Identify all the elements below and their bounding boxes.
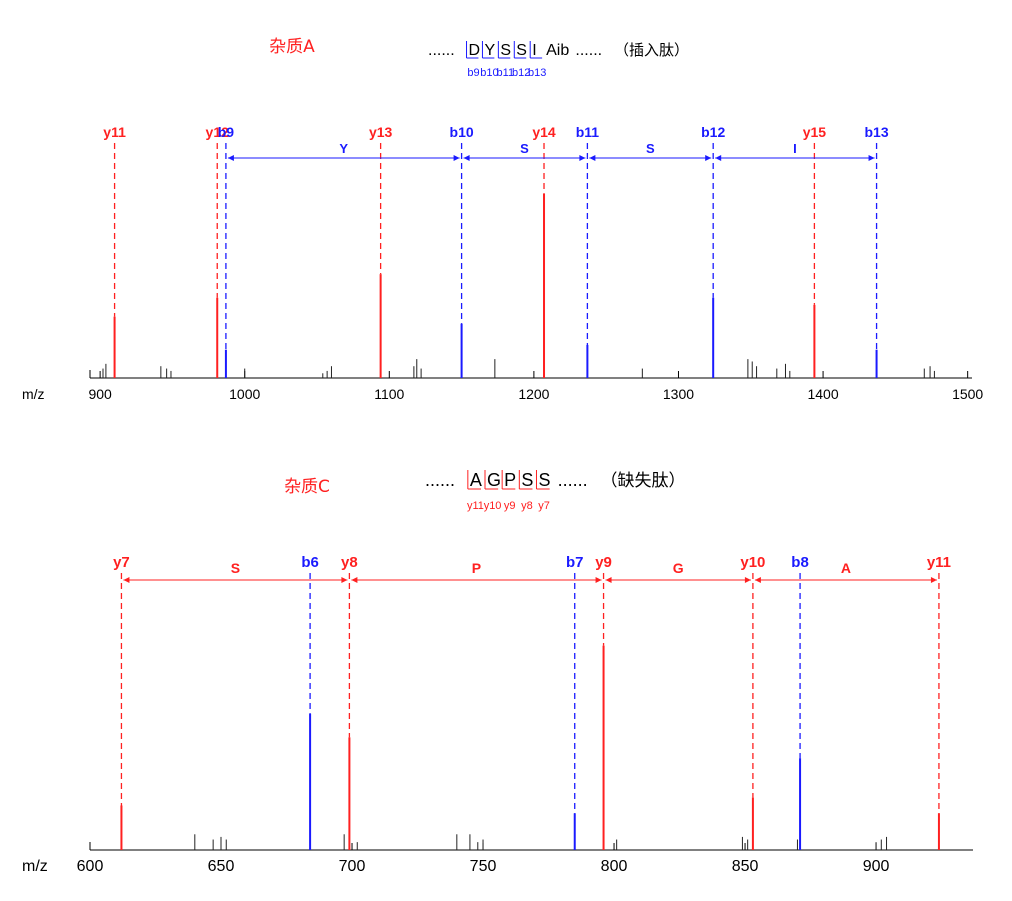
- gap-residue-label: Y: [339, 141, 348, 156]
- b-ion-label: b9: [218, 124, 235, 140]
- x-tick-label: 750: [470, 858, 497, 875]
- gap-arrowhead-right: [579, 155, 586, 161]
- gap-residue-label: G: [673, 560, 684, 576]
- cleavage-label: b11: [497, 67, 515, 79]
- gap-arrowhead-left: [715, 155, 722, 161]
- b-ion-label: b10: [450, 124, 474, 140]
- gap-residue-label: P: [472, 560, 481, 576]
- gap-arrowhead-right: [705, 155, 712, 161]
- gap-arrowhead-left: [227, 155, 234, 161]
- gap-residue-label: A: [841, 560, 851, 576]
- b-ion-label: b11: [576, 124, 600, 140]
- panel-title: 杂质C: [284, 477, 330, 497]
- gap-arrowhead-left: [351, 577, 358, 583]
- x-tick-label: 700: [339, 858, 366, 875]
- x-tick-label: 900: [863, 858, 890, 875]
- gap-arrowhead-left: [754, 577, 761, 583]
- cleavage-label: b9: [467, 67, 479, 79]
- sequence-residue: S: [500, 42, 511, 59]
- sequence-suffix: ......: [558, 470, 588, 490]
- x-tick-label: 800: [601, 858, 628, 875]
- gap-arrowhead-left: [123, 577, 130, 583]
- x-tick-label: 1100: [374, 386, 404, 402]
- cleavage-label: y11: [467, 500, 484, 512]
- sequence-residue: P: [504, 470, 516, 490]
- gap-arrowhead-left: [589, 155, 596, 161]
- gap-arrowhead-right: [595, 577, 602, 583]
- b-ion-label: b8: [791, 554, 809, 571]
- sequence-residue: G: [487, 470, 501, 490]
- sequence-prefix: ......: [425, 470, 455, 490]
- cleavage-label: y9: [504, 500, 516, 512]
- gap-residue-label: S: [231, 560, 240, 576]
- gap-arrowhead-right: [868, 155, 875, 161]
- y-ion-label: y9: [595, 554, 612, 571]
- gap-arrowhead-right: [744, 577, 751, 583]
- b-ion-label: b6: [301, 554, 319, 571]
- x-tick-label: 1300: [663, 386, 694, 402]
- x-tick-label: 1400: [807, 386, 838, 402]
- sequence-suffix: ......: [575, 42, 602, 59]
- cleavage-label: y8: [521, 500, 533, 512]
- gap-residue-label: S: [520, 141, 529, 156]
- b-ion-label: b13: [865, 124, 889, 140]
- x-tick-label: 1500: [952, 386, 983, 402]
- x-tick-label: 600: [77, 858, 104, 875]
- y-ion-label: y8: [341, 554, 358, 571]
- y-ion-label: y11: [103, 124, 126, 140]
- cleavage-label: y7: [538, 500, 550, 512]
- sequence-tail: Aib: [546, 42, 569, 59]
- b-ion-label: b12: [701, 124, 725, 140]
- x-tick-label: 1000: [229, 386, 260, 402]
- gap-arrowhead-left: [605, 577, 612, 583]
- y-ion-label: y10: [740, 554, 765, 571]
- cleavage-label: y10: [484, 500, 502, 512]
- cleavage-label: b10: [480, 67, 498, 79]
- cleavage-label: b13: [528, 67, 546, 79]
- x-tick-label: 850: [732, 858, 759, 875]
- sequence-residue: D: [469, 42, 481, 59]
- x-axis-label: m/z: [22, 858, 48, 875]
- y-ion-label: y13: [369, 124, 393, 140]
- x-tick-label: 900: [88, 386, 112, 402]
- sequence-note: （插入肽）: [614, 41, 689, 59]
- y-ion-label: y7: [113, 554, 130, 571]
- gap-arrowhead-right: [930, 577, 937, 583]
- y-ion-label: y11: [927, 554, 951, 571]
- panel-title: 杂质A: [269, 37, 315, 57]
- sequence-note: （缺失肽）: [600, 471, 685, 491]
- gap-arrowhead-left: [463, 155, 470, 161]
- y-ion-label: y15: [803, 124, 827, 140]
- gap-arrowhead-right: [453, 155, 460, 161]
- sequence-residue: S: [516, 42, 527, 59]
- sequence-prefix: ......: [428, 42, 455, 59]
- gap-residue-label: I: [793, 141, 797, 156]
- y-ion-label: y12: [206, 124, 230, 140]
- gap-arrowhead-right: [341, 577, 348, 583]
- x-tick-label: 1200: [518, 386, 549, 402]
- b-ion-label: b7: [566, 554, 584, 571]
- y-ion-label: y14: [532, 124, 556, 140]
- sequence-residue: I: [532, 42, 536, 59]
- x-axis-label: m/z: [22, 386, 45, 402]
- sequence-residue: Y: [484, 42, 495, 59]
- sequence-residue: A: [470, 470, 482, 490]
- sequence-residue: S: [538, 470, 550, 490]
- x-tick-label: 650: [208, 858, 235, 875]
- cleavage-label: b12: [512, 67, 530, 79]
- sequence-residue: S: [521, 470, 533, 490]
- gap-residue-label: S: [646, 141, 655, 156]
